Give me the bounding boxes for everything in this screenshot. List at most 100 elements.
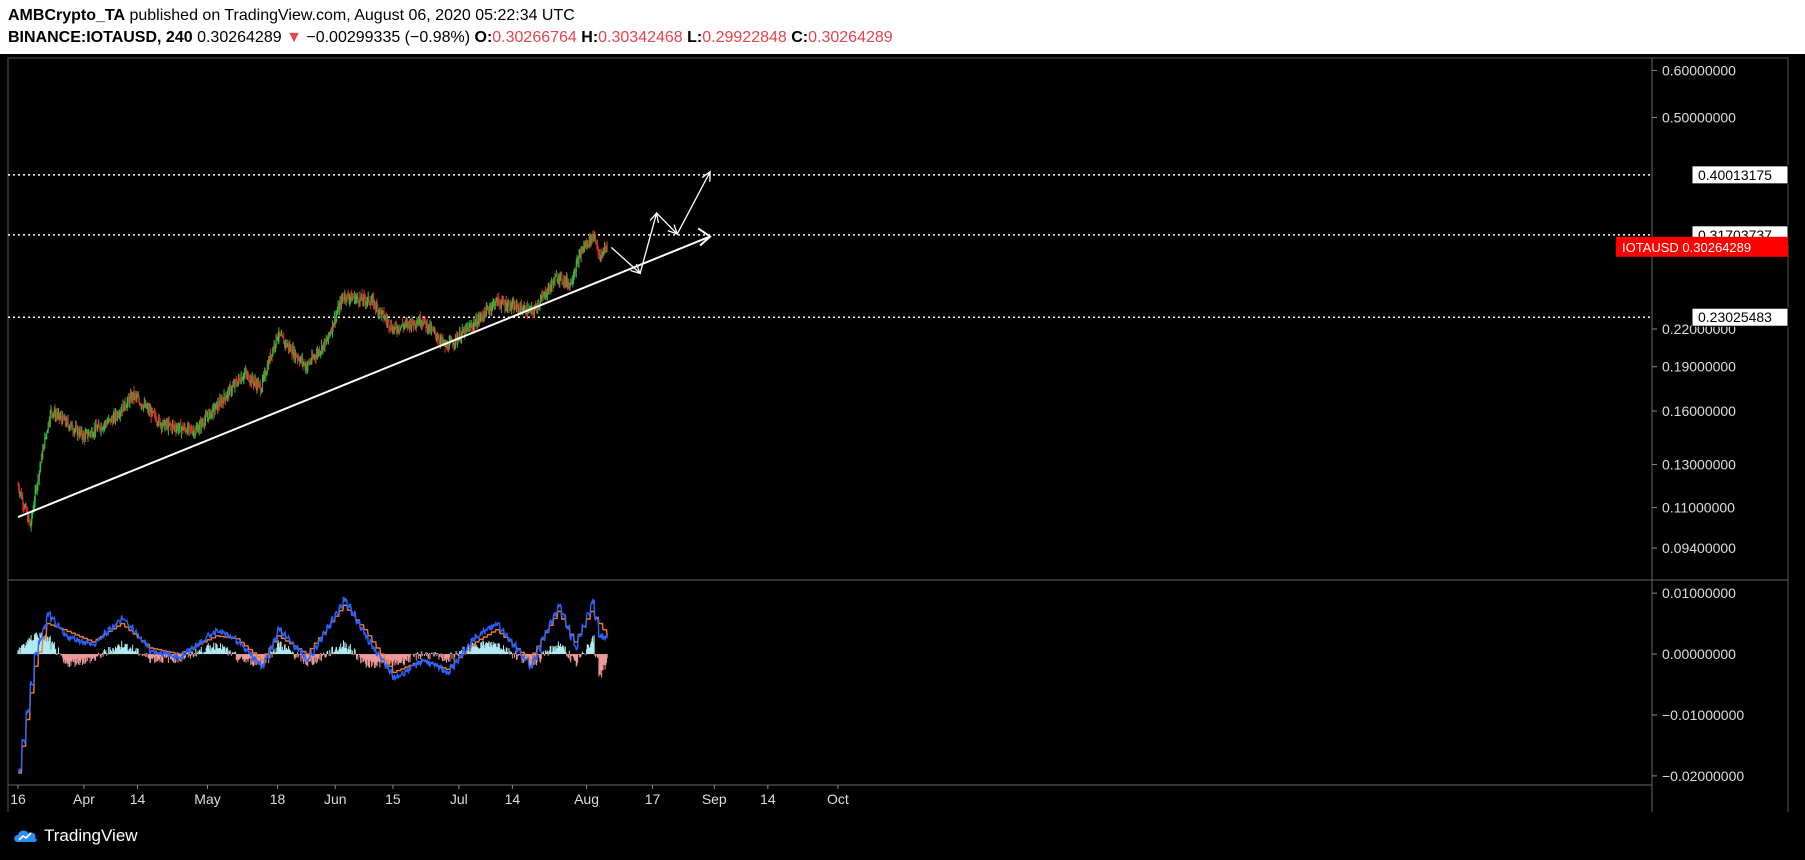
candle-body bbox=[514, 304, 516, 309]
candle-body bbox=[187, 425, 189, 434]
candle-body bbox=[44, 437, 46, 449]
projection-arrow[interactable] bbox=[639, 212, 658, 274]
projection-arrow[interactable] bbox=[656, 212, 678, 235]
support-trendline[interactable] bbox=[17, 235, 711, 519]
candles[interactable] bbox=[17, 230, 608, 532]
macd-pane[interactable] bbox=[17, 596, 608, 774]
candle-body bbox=[148, 406, 149, 412]
candle-body bbox=[386, 319, 388, 322]
candle-body bbox=[272, 349, 274, 356]
candle-body bbox=[588, 245, 590, 247]
candle-body bbox=[288, 345, 290, 349]
candle-body bbox=[345, 294, 347, 300]
candle-body bbox=[205, 415, 207, 417]
signal-line[interactable] bbox=[18, 604, 608, 774]
time-tick-label: Jul bbox=[450, 791, 468, 807]
candle-body bbox=[58, 412, 60, 418]
candle-body bbox=[291, 353, 293, 355]
candle-body bbox=[591, 235, 593, 243]
candle-body bbox=[439, 339, 441, 343]
chart-canvas[interactable]: 0.600000000.500000000.220000000.19000000… bbox=[0, 54, 1805, 812]
level-price-box[interactable] bbox=[1691, 165, 1789, 185]
candle-body bbox=[300, 357, 302, 360]
candle-body bbox=[88, 432, 90, 436]
candle-body bbox=[472, 325, 474, 329]
candle-body bbox=[278, 331, 280, 338]
candle-body bbox=[67, 419, 68, 421]
candle-body bbox=[31, 513, 33, 523]
candle-body bbox=[542, 295, 544, 297]
time-axis[interactable]: 16 Apr 14 May 18 Jun 15 Jul 14 Aug 17 Sep 14 Oct bbox=[10, 785, 849, 807]
macd-line[interactable] bbox=[17, 596, 608, 773]
last-price-badge[interactable] bbox=[1616, 236, 1788, 257]
candle-body bbox=[38, 470, 40, 479]
candle-body bbox=[216, 402, 217, 405]
candle-body bbox=[91, 430, 92, 432]
candle-body bbox=[130, 394, 132, 401]
candle-body bbox=[602, 252, 604, 256]
candle-body bbox=[96, 428, 98, 431]
level-price-box[interactable] bbox=[1691, 307, 1789, 327]
candle-body bbox=[80, 430, 81, 433]
candle-body bbox=[135, 394, 136, 396]
candle-body bbox=[238, 377, 240, 380]
candle-body bbox=[552, 283, 554, 287]
projection-arrowhead bbox=[701, 170, 711, 182]
candle-body bbox=[371, 297, 373, 301]
close-label: C: bbox=[791, 29, 809, 46]
candle-body bbox=[452, 342, 454, 346]
candle-body bbox=[292, 347, 294, 355]
candle-body bbox=[97, 426, 99, 431]
candle-body bbox=[303, 363, 305, 365]
candle-body bbox=[17, 485, 19, 487]
candle-body bbox=[586, 242, 588, 245]
price-tick-label: 0.09400000 bbox=[1662, 540, 1736, 556]
candle-body bbox=[257, 381, 259, 388]
candle-body bbox=[581, 251, 583, 253]
author-name[interactable]: AMBCrypto_TA bbox=[8, 7, 126, 24]
candle-body bbox=[392, 327, 394, 333]
symbol-label[interactable]: BINANCE:IOTAUSD, 240 bbox=[8, 29, 193, 46]
candle-body bbox=[186, 431, 188, 434]
candle-body bbox=[549, 287, 551, 290]
candle-body bbox=[288, 344, 290, 349]
candle-body bbox=[56, 414, 57, 416]
projection-arrow[interactable] bbox=[610, 246, 641, 274]
candle-body bbox=[115, 412, 117, 416]
candle-body bbox=[475, 318, 477, 324]
price-axis[interactable]: 0.600000000.500000000.220000000.19000000… bbox=[1616, 62, 1789, 784]
tradingview-brand[interactable]: TradingView bbox=[12, 826, 138, 846]
candle-body bbox=[69, 427, 70, 429]
candle-body bbox=[290, 347, 292, 350]
candle-body bbox=[380, 310, 382, 316]
candle-body bbox=[495, 298, 497, 304]
candle-body bbox=[463, 329, 465, 336]
candle-body bbox=[409, 321, 411, 328]
candle-body bbox=[101, 425, 103, 430]
candle-body bbox=[576, 260, 578, 264]
candle-body bbox=[118, 415, 120, 417]
candle-body bbox=[146, 403, 147, 409]
candle-body bbox=[518, 307, 520, 310]
candle-body bbox=[207, 417, 209, 420]
candle-body bbox=[195, 428, 197, 434]
close-value: 0.30264289 bbox=[808, 29, 893, 46]
projection-arrow[interactable] bbox=[676, 171, 711, 235]
candle-body bbox=[62, 415, 64, 424]
candle-body bbox=[134, 394, 136, 398]
candle-body bbox=[589, 237, 591, 244]
price-pane[interactable] bbox=[8, 170, 1652, 532]
candle-body bbox=[446, 344, 448, 348]
candle-body bbox=[347, 294, 349, 296]
candle-body bbox=[433, 329, 435, 332]
candle-body bbox=[606, 247, 607, 250]
candle-body bbox=[108, 419, 110, 421]
candle-body bbox=[541, 295, 543, 299]
candle-body bbox=[562, 282, 564, 284]
candle-body bbox=[140, 404, 142, 406]
candle-body bbox=[78, 429, 79, 435]
candle-body bbox=[213, 406, 215, 408]
candle-body bbox=[473, 322, 475, 326]
candle-body bbox=[39, 466, 41, 471]
candle-body bbox=[266, 365, 268, 373]
